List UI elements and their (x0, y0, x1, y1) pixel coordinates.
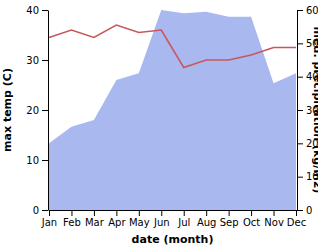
tick-mark (229, 210, 230, 216)
tick-mark (42, 10, 48, 11)
tick: Sep (220, 210, 239, 228)
tick-label: 40 (26, 5, 39, 16)
tick-label: 30 (26, 55, 39, 66)
x-axis: Jan Feb MarAprMayJun Jul AugSep Oct NovDec (41, 210, 306, 228)
y2-axis-title: med. precipitation (kg/m2) (311, 27, 318, 194)
tick: Mar (85, 210, 105, 228)
tick-label: 10 (26, 155, 39, 166)
tick-label: Nov (264, 217, 284, 228)
tick-mark (206, 210, 207, 216)
chart: JanFebMarAprMayJunJulAugSepOctNovDec0102… (0, 0, 318, 247)
tick-label: Feb (63, 217, 81, 228)
tick-mark (297, 110, 303, 111)
tick-label: Apr (108, 217, 126, 228)
tick: Jul (177, 210, 190, 228)
tick-label: Jul (177, 217, 190, 228)
tick-label: May (129, 217, 150, 228)
plot-area: JanFebMarAprMayJunJulAugSepOctNovDec0102… (26, 5, 318, 228)
tick-label: Mar (85, 217, 105, 228)
tick: 0 (297, 205, 312, 216)
tick: 10 (26, 155, 48, 166)
temperature-line (49, 25, 296, 68)
x-axis-title: date (month) (132, 233, 214, 246)
tick-mark (139, 210, 140, 216)
tick-label: Aug (197, 217, 217, 228)
tick-label: Oct (243, 217, 260, 228)
tick-mark (184, 210, 185, 216)
tick-label: Dec (287, 217, 306, 228)
tick-mark (42, 210, 48, 211)
tick: Oct (243, 210, 260, 228)
tick-mark (297, 77, 303, 78)
tick-mark (297, 10, 303, 11)
y-axis: 0 10 20 30 40 (26, 5, 48, 216)
tick-label: 0 (33, 205, 39, 216)
tick-label: Jun (153, 217, 170, 228)
tick-mark (42, 160, 48, 161)
axis-line (50, 210, 297, 211)
tick: Feb (63, 210, 81, 228)
tick-mark (297, 43, 303, 44)
tick-mark (49, 210, 50, 216)
axis-line (48, 11, 49, 211)
tick-label: 20 (26, 105, 39, 116)
tick-mark (297, 143, 303, 144)
precipitation-area (49, 10, 296, 210)
tick-mark (161, 210, 162, 216)
tick: Nov (264, 210, 284, 228)
tick: May (129, 210, 150, 228)
tick-mark (42, 60, 48, 61)
marks (49, 10, 296, 210)
tick-label: 60 (306, 5, 318, 16)
tick: Jan (41, 210, 57, 228)
tick: 20 (26, 105, 48, 116)
tick-mark (297, 177, 303, 178)
tick-label: 0 (306, 205, 312, 216)
tick-mark (297, 210, 303, 211)
tick: Dec (287, 210, 306, 228)
tick-label: Sep (220, 217, 239, 228)
tick-mark (42, 110, 48, 111)
tick-mark (274, 210, 275, 216)
tick: Apr (108, 210, 126, 228)
tick-mark (71, 210, 72, 216)
tick-mark (251, 210, 252, 216)
y-axis-title: max temp (C) (1, 68, 14, 152)
tick: 30 (26, 55, 48, 66)
tick: Jun (153, 210, 170, 228)
tick-mark (296, 210, 297, 216)
tick: Aug (197, 210, 217, 228)
tick: 40 (26, 5, 48, 16)
tick: 60 (297, 5, 318, 16)
tick-mark (94, 210, 95, 216)
tick-mark (116, 210, 117, 216)
tick: 0 (33, 205, 48, 216)
tick-label: Jan (41, 217, 57, 228)
